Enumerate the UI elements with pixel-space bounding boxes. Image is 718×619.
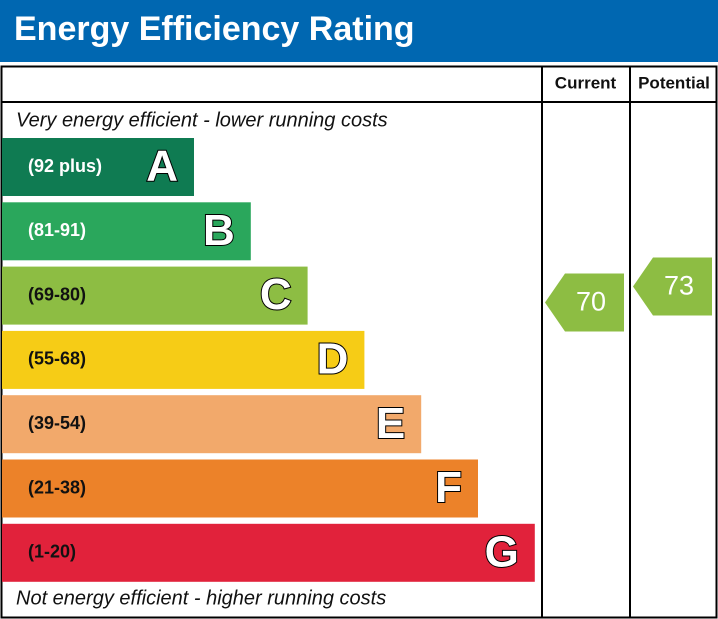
top-note: Very energy efficient - lower running co… <box>16 109 388 131</box>
band-range: (55-68) <box>28 349 86 369</box>
band <box>2 202 251 261</box>
band <box>2 138 194 196</box>
bottom-note: Not energy efficient - higher running co… <box>16 587 386 609</box>
band <box>2 330 365 389</box>
band-range: (92 plus) <box>28 156 102 176</box>
band-range: (39-54) <box>28 413 86 433</box>
rating-arrow <box>633 257 712 316</box>
title-bar <box>0 0 718 62</box>
band <box>2 266 308 325</box>
band <box>2 523 535 582</box>
band <box>2 395 422 454</box>
rating-value: 73 <box>664 271 694 301</box>
band-letter: D <box>317 335 349 384</box>
band-letter: C <box>260 270 292 319</box>
column-header: Current <box>555 73 617 92</box>
table-frame <box>0 65 718 619</box>
band-range: (81-91) <box>28 220 86 240</box>
band-letter: E <box>376 399 405 448</box>
rating-value: 70 <box>576 287 606 317</box>
rating-arrow <box>545 273 624 332</box>
band-letter: B <box>203 206 235 255</box>
chart-title: Energy Efficiency Rating <box>14 10 415 48</box>
band-letter: A <box>146 142 178 191</box>
band <box>2 459 478 518</box>
band-range: (21-38) <box>28 477 86 497</box>
band-range: (1-20) <box>28 542 76 562</box>
column-header: Potential <box>638 73 710 92</box>
band-letter: G <box>485 527 519 576</box>
band-range: (69-80) <box>28 284 86 304</box>
band-letter: F <box>435 463 462 512</box>
